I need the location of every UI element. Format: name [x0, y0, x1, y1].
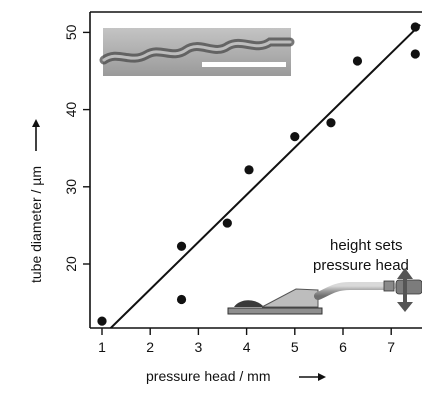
setup-schematic: height sets pressure head: [227, 237, 422, 315]
data-point: [97, 316, 107, 326]
data-point: [176, 241, 187, 251]
setup-label-line1: height sets: [330, 237, 403, 254]
x-axis-label: pressure head / mm: [146, 368, 271, 384]
arrow-up-icon: [397, 268, 413, 279]
tube-micrograph-inset: [99, 28, 295, 76]
scale-bar: [202, 62, 286, 67]
microscope-stage: [227, 307, 323, 315]
data-point: [352, 56, 363, 66]
y-axis-arrowhead-icon: [32, 119, 40, 127]
data-point: [326, 118, 336, 128]
y-tick-label: 50: [63, 24, 79, 40]
x-tick-label: 7: [387, 339, 395, 355]
arrow-down-icon: [397, 302, 413, 312]
data-point: [410, 49, 420, 59]
x-tick-label: 4: [243, 339, 251, 355]
x-tick-label: 2: [146, 339, 154, 355]
x-axis-arrowhead-icon: [318, 373, 326, 381]
marks-layer: [97, 22, 421, 328]
x-tick-label: 1: [98, 339, 106, 355]
x-tick-label: 3: [195, 339, 203, 355]
reservoir-icon: [395, 279, 422, 295]
connecting-tubing: [314, 282, 396, 300]
ticks-layer: 1 2 3 4 5 6 7 20 30 40 50: [63, 24, 395, 355]
sample-drop: [234, 300, 264, 307]
tubing-connector-icon: [383, 280, 395, 292]
x-tick-label: 5: [291, 339, 299, 355]
x-tick-label: 6: [339, 339, 347, 355]
data-point: [244, 165, 254, 175]
setup-label-line2: pressure head: [313, 257, 409, 274]
y-tick-label: 20: [63, 256, 79, 272]
data-point: [290, 132, 300, 142]
data-point: [410, 22, 420, 32]
fit-line: [109, 23, 421, 328]
y-tick-label: 30: [63, 179, 79, 195]
y-axis-label: tube diameter / µm: [28, 166, 44, 283]
data-point: [176, 294, 187, 305]
data-point: [222, 218, 232, 228]
y-tick-label: 40: [63, 102, 79, 118]
glass-holder: [261, 288, 319, 308]
